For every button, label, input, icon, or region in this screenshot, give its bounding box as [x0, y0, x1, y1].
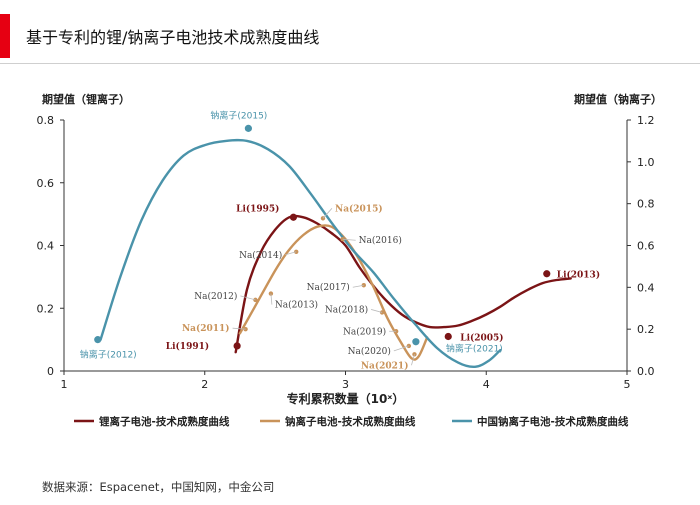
li-ion-curve: [234, 214, 572, 354]
maturity-curve-chart: 1 2 3 4 5 0 0.2 0.4 0.6 0.8 0.0 0.2 0.4 0.6 0.8 1.0 1.2 期…: [37, 92, 663, 428]
chart-points: Li(1991) Li(1995) Li(2005) Li(2013) Na(2011)…: [80, 109, 600, 371]
na-ion-leader-line: [370, 309, 383, 313]
na-ion-point: [268, 291, 274, 296]
na-ion-point-label: Na(2011): [182, 323, 230, 334]
na-ion-leader-line: [393, 345, 409, 352]
page-title: 基于专利的锂/钠离子电池技术成熟度曲线: [26, 28, 320, 47]
na-ion-leader-line: [270, 293, 273, 305]
china-na-ion-point-label: 钠离子(2021): [446, 343, 503, 355]
y-right-tick-label: 0.6: [637, 240, 655, 253]
y-right-tick-label: 0.2: [637, 323, 655, 336]
x-tick-label: 2: [201, 378, 208, 391]
y-left-tick-label: 0: [47, 365, 54, 378]
china-na-ion-point: [412, 338, 420, 346]
y-left-tick-label: 0.6: [37, 177, 55, 190]
li-ion-point-label: Li(1991): [166, 341, 209, 352]
na-ion-leader-line: [240, 295, 256, 301]
header-divider: [0, 63, 700, 64]
y-right-tick-label: 0.4: [637, 281, 655, 294]
na-ion-leader-line: [232, 327, 246, 330]
na-ion-point-label: Na(2016): [359, 235, 402, 246]
na-ion-leader-line: [322, 208, 333, 219]
china-na-ion-point-label: 钠离子(2015): [210, 109, 267, 121]
y-axis-left-title: 期望值（锂离子）: [42, 92, 130, 106]
na-ion-point-label: Na(2012): [194, 291, 237, 302]
na-ion-point-label: Na(2015): [335, 203, 383, 214]
li-ion-point: [444, 332, 452, 341]
y-right-tick-label: 0.8: [637, 198, 655, 211]
source-note: 数据来源：Espacenet，中国知网，中金公司: [42, 480, 275, 494]
na-ion-point-label: Na(2013): [275, 300, 318, 311]
y-left-tick-label: 0.8: [37, 114, 55, 127]
na-ion-point-label: Na(2014): [239, 250, 282, 261]
y-left-tick-label: 0.2: [37, 302, 55, 315]
china-na-ion-legend-label: 中国钠离子电池-技术成熟度曲线: [477, 415, 629, 428]
li-ion-point-label: Li(2005): [460, 332, 503, 343]
na-ion-point-label: Na(2021): [361, 360, 409, 371]
li-ion-legend-label: 锂离子电池-技术成熟度曲线: [99, 415, 230, 428]
china-na-ion-point: [94, 336, 102, 344]
y-right-tick-label: 0.0: [637, 365, 655, 378]
na-ion-leader-line: [411, 354, 415, 366]
y-axis-right-title: 期望值（钠离子）: [574, 92, 662, 106]
y-right-tick-label: 1.2: [637, 114, 655, 127]
na-ion-point-label: Na(2017): [307, 282, 350, 293]
x-tick-label: 4: [483, 378, 490, 391]
header-accent-bar: [0, 14, 10, 58]
chart-legend: 锂离子电池-技术成熟度曲线 钠离子电池-技术成熟度曲线 中国钠离子电池-技术成熟度曲…: [74, 415, 629, 428]
li-ion-point: [233, 342, 241, 350]
na-ion-legend-label: 钠离子电池-技术成熟度曲线: [285, 415, 416, 428]
china-na-ion-point: [244, 124, 252, 132]
na-ion-leader-line: [352, 284, 364, 288]
li-ion-point-label: Li(1995): [236, 203, 279, 214]
x-axis-title: 专利累积数量（10ˣ）: [287, 391, 405, 406]
x-tick-label: 1: [61, 378, 68, 391]
na-ion-point: [361, 283, 366, 288]
na-ion-point-label: Na(2018): [325, 304, 368, 315]
china-na-ion-point-label: 钠离子(2012): [80, 349, 137, 361]
li-ion-point: [289, 213, 298, 221]
x-tick-label: 5: [624, 378, 631, 391]
chart-axes: 1 2 3 4 5 0 0.2 0.4 0.6 0.8 0.0 0.2 0.4 0.6 0.8 1.0 1.2 期…: [37, 92, 663, 406]
y-right-tick-label: 1.0: [637, 156, 655, 169]
na-ion-point-label: Na(2020): [348, 346, 391, 357]
li-ion-point: [543, 270, 551, 278]
li-ion-point-label: Li(2013): [557, 270, 600, 281]
china-na-ion-curve: [99, 138, 502, 369]
na-ion-leader-line: [342, 238, 356, 241]
y-left-tick-label: 0.4: [37, 240, 55, 253]
na-ion-leader-line: [285, 251, 297, 256]
x-tick-label: 3: [342, 378, 349, 391]
na-ion-point-label: Na(2019): [343, 326, 386, 337]
